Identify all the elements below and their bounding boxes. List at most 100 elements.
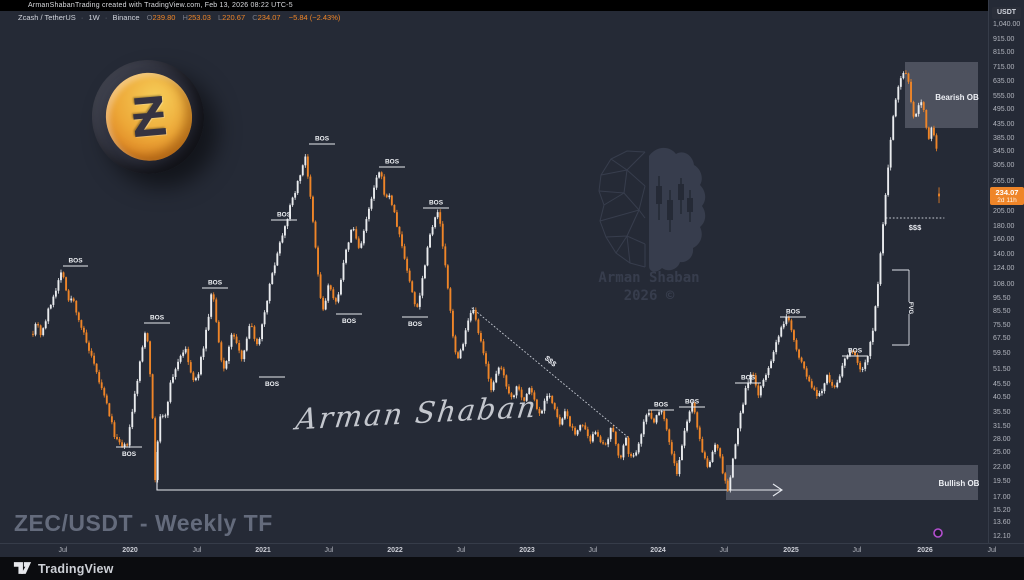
attribution-text: ArmanShabanTrading created with TradingV… — [28, 2, 293, 9]
time-tick-label: Jul — [58, 547, 68, 554]
footer-bar: TradingView — [0, 557, 1024, 580]
horizontal-ray[interactable] — [156, 452, 782, 491]
symbol-legend: Zcash / TetherUS · 1W · Binance O239.80 … — [18, 13, 340, 22]
price-tick-label: 205.00 — [993, 207, 1015, 215]
price-tick-label: 22.00 — [993, 464, 1011, 472]
money-target-label[interactable]: $$$ — [543, 354, 559, 369]
bos-label[interactable]: BOS — [265, 381, 280, 388]
time-tick-label: 2022 — [387, 547, 403, 554]
price-tick-label: 815.00 — [993, 49, 1015, 56]
dotted-trendline[interactable] — [471, 307, 630, 439]
candlestick-series — [32, 70, 940, 493]
time-tick-label: Jul — [324, 547, 334, 554]
event-marker[interactable] — [933, 528, 943, 538]
bos-label[interactable]: BOS — [741, 375, 756, 382]
last-price-value: 234.07 — [995, 188, 1019, 198]
price-tick-label: 124.00 — [993, 265, 1015, 273]
time-tick-label: Jul — [456, 547, 466, 554]
attribution-bar: ArmanShabanTrading created with TradingV… — [0, 0, 1024, 11]
price-tick-label: 140.00 — [993, 251, 1015, 259]
high-label: H — [182, 13, 188, 22]
bos-label[interactable]: BOS — [848, 348, 863, 355]
change-value: −5.84 (−2.43%) — [288, 13, 341, 22]
bos-label[interactable]: BOS — [786, 309, 801, 316]
price-tick-label: 17.00 — [993, 493, 1011, 501]
low-label: L — [218, 13, 223, 22]
price-tick-label: 385.00 — [993, 135, 1015, 143]
brand-watermark-year: 2026 © — [624, 288, 675, 304]
bos-label[interactable]: BOS — [315, 136, 330, 143]
order-block-label[interactable]: Bullish OB — [939, 479, 980, 488]
price-scale[interactable]: USDT 1,040.00 915.00 815.00 715.00 635.00 555… — [988, 0, 1024, 543]
price-tick-label: 25.00 — [993, 449, 1011, 457]
close-label: C — [252, 13, 258, 22]
bos-label[interactable]: BOS — [150, 315, 165, 322]
last-price-badge: 234.07 2d 11h — [990, 187, 1024, 206]
bos-label[interactable]: BOS — [408, 321, 423, 328]
legend-symbol[interactable]: Zcash / TetherUS — [18, 13, 76, 22]
bos-label[interactable]: BOS — [654, 402, 669, 409]
open-label: O — [146, 13, 153, 22]
order-block-box[interactable] — [726, 465, 978, 500]
time-scale[interactable]: Jul 2020 Jul 2021 Jul 2022 Jul 2023 Jul 2024 Jul 20… — [0, 543, 1024, 557]
time-tick-label: Jul — [192, 547, 202, 554]
brain-candles-cutout — [656, 176, 693, 232]
time-tick-label: 2024 — [650, 547, 666, 554]
price-tick-label: 265.00 — [993, 178, 1015, 186]
price-tick-label: 13.60 — [993, 519, 1011, 527]
legend-exchange: Binance — [112, 13, 140, 22]
time-tick-label: 2020 — [122, 547, 138, 554]
low-value: 220.67 — [222, 13, 246, 22]
brain-right-half — [649, 147, 706, 272]
close-value: 234.07 — [257, 13, 281, 22]
price-tick-label: 19.50 — [993, 477, 1011, 485]
price-tick-label: 345.00 — [993, 147, 1015, 155]
bos-label[interactable]: BOS — [277, 212, 292, 219]
money-target-label[interactable]: $$$ — [909, 223, 922, 232]
time-tick-label: 2025 — [783, 547, 799, 554]
price-tick-label: 40.50 — [993, 393, 1011, 401]
price-tick-label: 12.10 — [993, 532, 1011, 540]
high-value: 253.03 — [187, 13, 211, 22]
brain-left-wireframe — [598, 150, 646, 268]
open-value: 239.80 — [152, 13, 176, 22]
bos-label[interactable]: BOS — [122, 451, 137, 458]
price-tick-label: 495.00 — [993, 106, 1015, 114]
bos-label[interactable]: BOS — [68, 258, 83, 265]
order-block-box[interactable] — [905, 62, 978, 128]
price-tick-label: 59.50 — [993, 349, 1011, 357]
price-tick-label: 95.50 — [993, 295, 1011, 303]
bar-countdown: 2d 11h — [997, 197, 1017, 205]
time-tick-label: Jul — [987, 547, 997, 554]
price-tick-label: 160.00 — [993, 236, 1015, 244]
zcash-z-icon: Ƶ — [129, 83, 169, 150]
time-tick-label: 2021 — [255, 547, 271, 554]
legend-separator: · — [104, 13, 108, 22]
price-tick-label: 715.00 — [993, 64, 1015, 72]
bos-label[interactable]: BOS — [685, 399, 700, 406]
tradingview-logo-icon[interactable] — [13, 561, 32, 576]
price-unit-badge[interactable]: USDT — [992, 7, 1021, 19]
legend-timeframe[interactable]: 1W — [88, 13, 100, 22]
price-tick-label: 67.50 — [993, 335, 1011, 343]
bos-label[interactable]: BOS — [429, 200, 444, 207]
bos-label[interactable]: BOS — [385, 159, 400, 166]
time-tick-label: 2026 — [917, 547, 933, 554]
time-tick-label: Jul — [852, 547, 862, 554]
price-tick-label: 108.00 — [993, 281, 1015, 289]
price-tick-label: 435.00 — [993, 121, 1015, 129]
price-tick-label: 51.50 — [993, 366, 1011, 374]
price-tick-label: 35.50 — [993, 409, 1011, 417]
price-tick-label: 180.00 — [993, 222, 1015, 230]
legend-separator: · — [80, 13, 84, 22]
time-tick-label: Jul — [719, 547, 729, 554]
order-block-label[interactable]: Bearish OB — [935, 93, 979, 102]
brain-watermark: Arman Shaban 2026 © — [598, 147, 706, 304]
bos-label[interactable]: BOS — [342, 318, 357, 325]
tradingview-logo-text[interactable]: TradingView — [38, 561, 114, 576]
price-tick-label: 1,040.00 — [993, 21, 1021, 28]
chart-canvas[interactable]: Arman Shaban 2026 © Bearish OB Bullish OB… — [0, 0, 988, 543]
bos-label[interactable]: BOS — [208, 280, 223, 287]
zcash-coin-face: Ƶ — [96, 63, 202, 170]
fvg-label[interactable]: FVG — [907, 302, 913, 315]
